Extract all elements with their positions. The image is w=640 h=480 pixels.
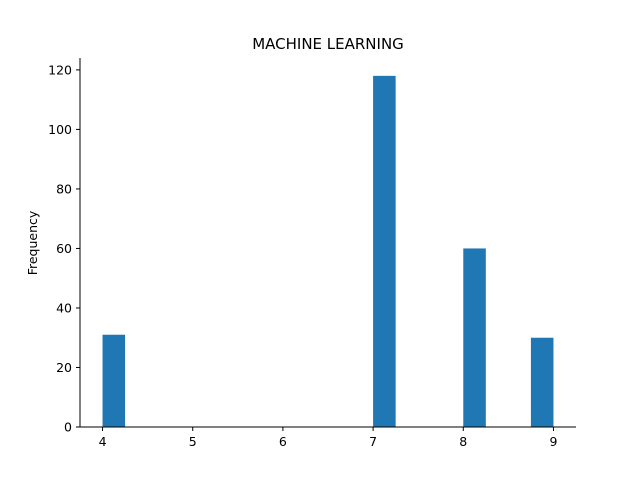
y-tick-label: 0 — [64, 420, 72, 435]
y-tick-label: 40 — [56, 300, 72, 315]
x-tick-label: 9 — [549, 434, 557, 449]
x-tick-label: 8 — [459, 434, 467, 449]
y-axis-label: Frequency — [25, 210, 40, 275]
y-tick-label: 100 — [48, 122, 72, 137]
x-tick-label: 6 — [279, 434, 287, 449]
chart-title: MACHINE LEARNING — [252, 35, 404, 53]
x-tick-label: 4 — [99, 434, 107, 449]
x-tick-label: 5 — [189, 434, 197, 449]
bar-group — [102, 75, 554, 428]
y-axis: 0 20 40 60 80 100 120 — [48, 58, 81, 435]
y-tick-label: 120 — [48, 62, 72, 77]
x-tick-label: 7 — [369, 434, 377, 449]
histogram-bar-19 — [530, 337, 554, 427]
y-tick-label: 20 — [56, 360, 72, 375]
histogram-bar-12 — [373, 75, 396, 428]
histogram-bar-0 — [102, 334, 126, 427]
x-axis: 4 5 6 7 8 9 — [80, 426, 576, 449]
histogram-bar-16 — [463, 248, 486, 427]
y-tick-label: 80 — [56, 181, 72, 196]
y-tick-label: 60 — [56, 241, 72, 256]
